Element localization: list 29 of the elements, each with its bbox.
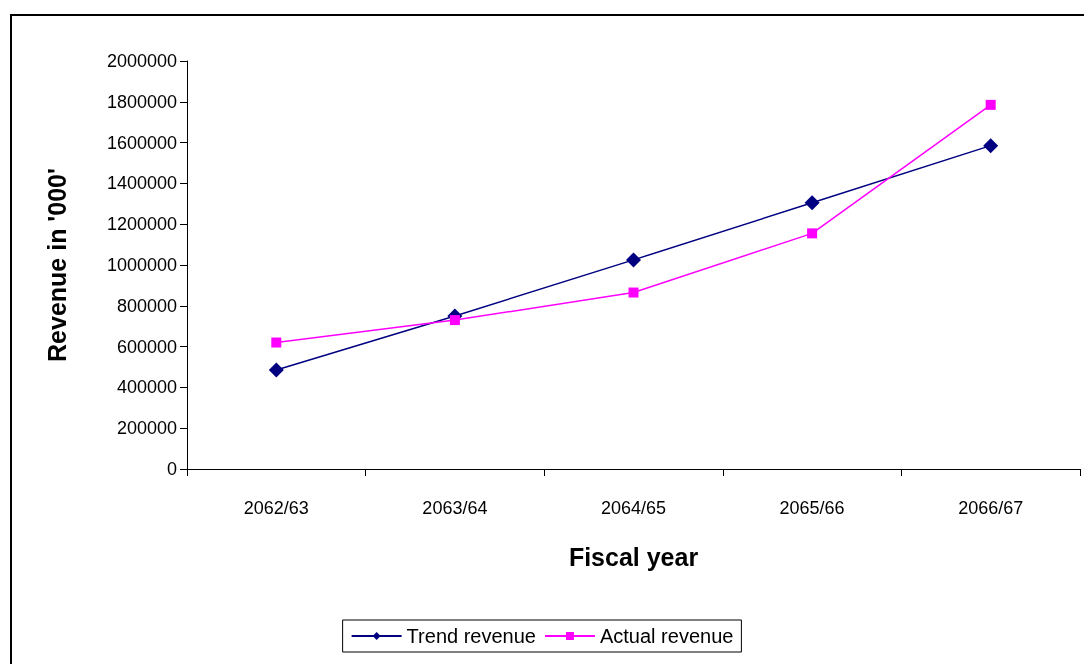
y-tick-label: 1400000 [106,173,177,194]
y-tick-label: 1200000 [106,214,177,235]
x-tick-label: 2063/64 [422,498,488,518]
x-tick-label: 2065/66 [779,498,845,518]
x-tick-label: 2064/65 [600,498,667,518]
point [983,138,999,154]
y-tick-label: 800000 [116,295,177,316]
y-axis-title: Revenue in '000' [42,168,71,362]
y-tick-label: 400000 [116,377,177,398]
legend-label: Actual revenue [599,625,734,647]
y-tick-label: 0 [166,459,177,479]
point [626,252,641,268]
point [268,362,284,378]
y-tick-label: 1000000 [106,255,177,275]
point [449,315,460,326]
y-tick-label: 1600000 [106,132,177,153]
y-tick-label: 2000000 [106,51,177,71]
x-tick-label: 2062/63 [243,498,309,518]
y-tick-label: 200000 [116,418,177,439]
point [271,337,282,348]
y-tick-label: 600000 [116,336,177,357]
x-tick-label: 2066/67 [958,498,1024,518]
point [985,99,996,110]
legend-label: Trend revenue [406,625,536,647]
y-tick-label: 1800000 [106,91,177,112]
x-axis-title: Fiscal year [568,542,699,571]
point [807,228,818,239]
point [628,287,639,298]
point [804,195,820,211]
